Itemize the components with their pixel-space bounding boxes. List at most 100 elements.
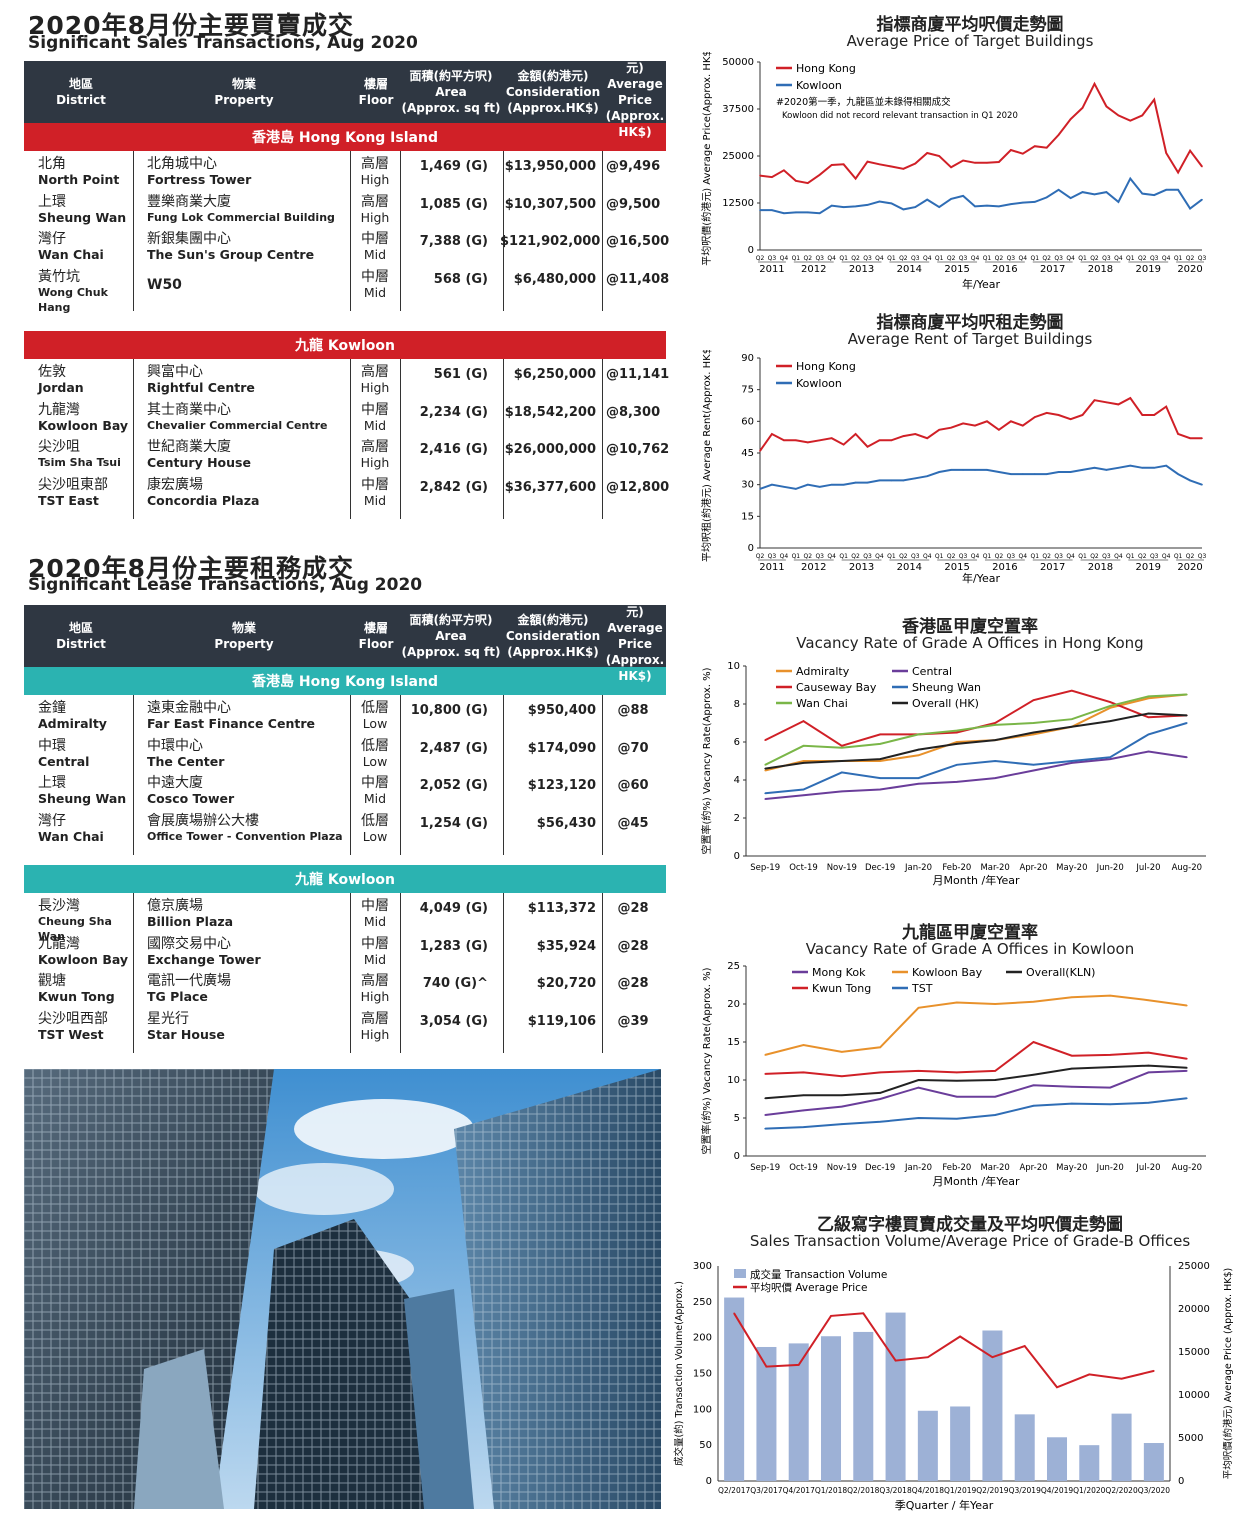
- district-en: Kowloon Bay: [38, 417, 129, 433]
- data-point: [950, 198, 952, 200]
- quarter-label: Q1: [887, 553, 896, 560]
- data-point: [1117, 466, 1120, 469]
- data-point: [866, 481, 869, 484]
- district-en: Jordan: [38, 380, 84, 395]
- data-point: [1057, 189, 1060, 191]
- legend-label: Hong Kong: [796, 360, 856, 373]
- data-point: [894, 1359, 897, 1362]
- data-point: [1069, 418, 1072, 421]
- data-point: [841, 1123, 843, 1125]
- chart-vacancy-hk: 0 2 4 6 8 10 空置率(約%) Vacancy Rate(Approx. %) 月M…: [700, 661, 1206, 887]
- floor-zh: 高層: [361, 193, 389, 210]
- series-line: [765, 1069, 1187, 1116]
- data-point: [1153, 194, 1156, 196]
- table-row: 佐敦 Jordan 興富中心 Rightful Centre 高層 High 561 (G)…: [24, 363, 669, 401]
- data-point: [1105, 401, 1108, 404]
- column-header: 物業 Property: [137, 61, 351, 123]
- data-point: [1109, 701, 1111, 703]
- data-point: [802, 1109, 805, 1112]
- price-cell: @45: [617, 815, 649, 831]
- data-point: [998, 205, 1000, 208]
- year-label: 2012: [801, 562, 826, 573]
- area-cell: 2,487 (G): [419, 740, 488, 756]
- floor-cell: 高層 High: [350, 974, 400, 1005]
- property-cell: 北角城中心 Fortress Tower: [147, 157, 359, 188]
- data-point: [974, 161, 976, 164]
- data-point: [1201, 165, 1203, 168]
- quarter-label: Q4: [827, 553, 836, 560]
- quarter-label: Q1: [887, 255, 896, 262]
- data-point: [854, 177, 857, 180]
- data-point: [1147, 1051, 1150, 1054]
- data-point: [914, 162, 917, 165]
- price-cell: @12,800: [606, 479, 670, 495]
- data-point: [1093, 83, 1096, 85]
- quarter-label: Q2: [1138, 255, 1147, 262]
- floor-en: Mid: [363, 247, 387, 262]
- property-zh: 遠東金融中心: [147, 700, 231, 716]
- data-point: [783, 212, 785, 214]
- data-point: [956, 1001, 958, 1004]
- quarter-label: Q1: [1174, 255, 1183, 262]
- floor-en: Mid: [363, 791, 387, 806]
- district-zh: 長沙灣: [38, 898, 80, 914]
- year-label: 2015: [944, 562, 969, 573]
- annotation-en: Kowloon did not record relevant transact…: [782, 111, 1018, 121]
- data-point: [1147, 695, 1150, 698]
- y-tick-label: 12500: [722, 198, 754, 209]
- floor-cell: 低層 Low: [350, 813, 400, 844]
- data-point: [841, 745, 843, 747]
- area-cell: 2,416 (G): [419, 442, 488, 457]
- y2-tick-label: 0: [1178, 1476, 1184, 1487]
- column-header-line: Average Price: [607, 77, 663, 107]
- year-label: 2018: [1088, 264, 1113, 275]
- data-point: [830, 437, 833, 440]
- data-point: [917, 1086, 920, 1089]
- data-point: [917, 733, 920, 736]
- y-tick-label: 8: [734, 699, 740, 710]
- consideration-cell: $20,720: [536, 976, 596, 991]
- quarter-label: Q3: [911, 553, 920, 560]
- data-point: [1186, 714, 1188, 717]
- data-point: [1109, 1054, 1111, 1056]
- x-tick-label: Q2/2020: [1105, 1486, 1138, 1495]
- area-cell: 1,469 (G): [419, 159, 488, 174]
- column-header: 物業 Property: [137, 605, 351, 667]
- y-tick-label: 6: [734, 737, 740, 748]
- data-point: [1189, 149, 1191, 152]
- district-cell: 長沙灣 Cheung Sha Wan: [38, 899, 138, 944]
- property-en: The Center: [147, 753, 225, 769]
- data-point: [1189, 207, 1191, 210]
- column-header-line: 樓層: [363, 621, 388, 635]
- x-tick-label: May-20: [1056, 863, 1087, 873]
- data-point: [1147, 999, 1150, 1001]
- quarter-label: Q3: [1150, 553, 1159, 560]
- data-point: [1032, 733, 1035, 736]
- data-point: [1033, 145, 1036, 148]
- x-tick-label: Jul-20: [1135, 863, 1160, 873]
- data-point: [1109, 1103, 1111, 1106]
- data-point: [764, 739, 766, 741]
- x-tick-label: Q3/2019: [1009, 1486, 1042, 1495]
- x-tick-label: Q3/2018: [879, 1486, 912, 1495]
- series-line: [765, 750, 1187, 800]
- bar: [1014, 1414, 1035, 1481]
- quarter-label: Q2: [947, 255, 956, 262]
- y-tick-label: 250: [693, 1297, 712, 1308]
- quarter-label: Q3: [1198, 255, 1207, 262]
- table-rows: 北角 North Point 北角城中心 Fortress Tower 高層 High 1,…: [24, 151, 669, 314]
- bar: [950, 1406, 971, 1481]
- data-point: [1093, 399, 1096, 402]
- data-point: [917, 754, 920, 757]
- y2-tick-label: 25000: [1178, 1261, 1210, 1272]
- data-point: [759, 174, 761, 177]
- y-tick-label: 5: [734, 1113, 740, 1124]
- data-point: [950, 166, 952, 169]
- series-line: [764, 693, 1187, 766]
- data-point: [806, 483, 809, 486]
- bar: [885, 1312, 906, 1481]
- consideration-cell: $6,480,000: [513, 271, 596, 287]
- data-point: [862, 1312, 865, 1315]
- district-zh: 灣仔: [38, 231, 66, 247]
- x-tick-label: Aug-20: [1172, 1163, 1202, 1173]
